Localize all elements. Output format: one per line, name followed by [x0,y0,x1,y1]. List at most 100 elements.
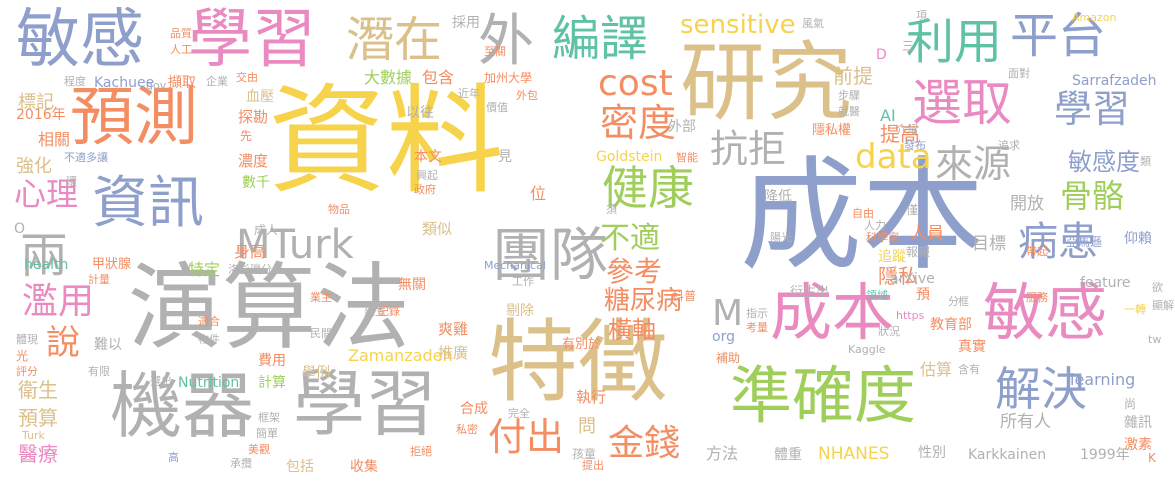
word: 敏感度 [1068,148,1140,176]
word: feature [1080,275,1131,291]
word: data [855,137,932,177]
word: 收集 [350,459,378,475]
word: 智能 [676,151,698,164]
word: 追求 [998,139,1020,152]
word: 剔除 [506,303,534,319]
word: 工作 [512,275,534,288]
word: arXive [890,271,935,287]
word: cost [598,63,673,104]
word: 健康 [602,161,694,215]
word: 預算 [18,406,58,430]
word: 濫用 [22,281,95,322]
word: 物件 [198,333,220,346]
word: 心理 [14,175,79,213]
word: 密度 [600,101,677,145]
word: 體現 [16,333,38,346]
word: 評分 [16,365,38,378]
word: 選取 [912,74,1012,132]
word: 成本 [740,145,984,287]
word: 項 [916,9,927,22]
word: 仰賴 [1124,231,1152,247]
word: 帶起 [1026,245,1048,258]
word: 提高 [880,122,920,146]
word: 開放 [1010,194,1044,214]
word: 1999年 [1080,447,1130,463]
word: 面對 [1008,67,1030,80]
word: 人員 [910,224,944,244]
word: 人力 [864,219,886,232]
word: 大數據 [364,68,413,87]
word: 光 [16,349,29,363]
word: 前提 [833,64,873,88]
word: 外 [478,9,534,74]
word: 包括 [286,459,314,475]
word: 須 [606,203,617,216]
word: MTurk [236,222,354,268]
word: AI [880,106,896,125]
word: 所有人 [1000,412,1051,432]
word: 潛在 [346,12,443,68]
word: 欲 [1152,281,1163,294]
word: 相關 [38,130,71,149]
word: 介紹 [896,123,918,136]
word: 編譯 [552,11,649,67]
word: 研究 [680,33,852,133]
word: 物品 [328,203,350,216]
word: 平台 [1010,8,1107,64]
word: 一轉 [1124,303,1146,316]
word: 無關 [398,277,426,293]
word: 擷取 [168,75,196,91]
word: 三 [902,39,915,53]
word: 隱私 [878,264,918,288]
word: 濃度 [238,152,269,170]
word: 見 [498,149,512,165]
word: 適合 [198,315,220,328]
word: 預測 [70,81,198,155]
word: 孩童 [572,447,597,461]
word: 服務 [1026,291,1048,304]
word: 本文 [414,149,442,165]
word: sensitive [680,10,796,40]
word: 來源 [935,142,1012,186]
word: 含有 [958,363,980,376]
word: 程度 [64,75,86,88]
word: 私密 [456,423,478,436]
word: learning [1070,370,1136,389]
word: 強化 [16,156,52,177]
word: 科普 [672,289,697,303]
word: 業主 [310,291,332,304]
word: 隱私權 [812,123,852,138]
word: 類 [1140,155,1151,168]
word: 推廣 [438,344,469,362]
word: 合成 [460,401,488,417]
word: 交由 [236,71,258,84]
word: 醫療 [18,442,58,466]
word: Kaggle [848,343,886,356]
word: 性別 [918,445,946,461]
word: 民間 [310,327,332,340]
word: 學習 [293,362,438,446]
word: 顯解 [1152,299,1174,312]
word: 抗拒 [710,127,787,171]
word: 風氣 [802,17,824,30]
word: 追蹤 [878,249,906,265]
word: 學習 [188,3,316,77]
word: 難以 [94,337,122,353]
word: 有別於 [562,337,602,352]
word: 參考 [606,255,663,288]
word: 採用 [452,15,480,31]
word: 探勘 [238,108,269,126]
word: 預 [916,287,930,303]
word: 品質 [170,27,192,40]
word: 補助 [716,351,741,365]
word: 領域 [866,289,888,302]
word: 考量 [746,321,768,334]
word: 陽光 [770,231,792,244]
word: 付出 [488,415,565,459]
word: 激素 [1124,437,1152,453]
word: tw [1148,333,1162,346]
word: 科學家 [866,231,899,244]
word: 2016年 [16,107,66,123]
word: 問 [578,416,596,437]
word: 爽雞 [438,320,469,338]
